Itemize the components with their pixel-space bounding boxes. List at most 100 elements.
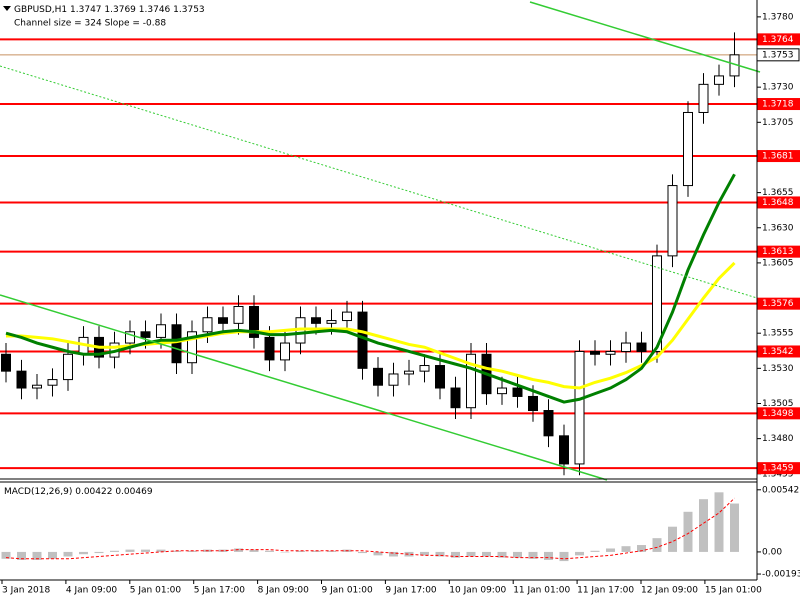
channel-upper [529, 1, 761, 73]
macd-bar [1, 551, 11, 559]
y-tick-label: 1.3505 [762, 399, 794, 409]
candle-body [249, 305, 259, 338]
macd-bar [559, 551, 569, 562]
candle-body [574, 350, 585, 465]
macd-bar [265, 550, 274, 552]
level-label-box [757, 462, 800, 475]
macd-bar [730, 503, 739, 552]
macd-bar [606, 548, 615, 552]
candle-body [388, 373, 399, 386]
macd-bar [156, 549, 166, 552]
level-label-box [757, 98, 800, 111]
candle-body [404, 370, 414, 375]
candle-body [357, 311, 368, 369]
level-label: 1.3681 [762, 152, 794, 162]
macd-bar [63, 551, 73, 557]
candle-body [605, 350, 616, 355]
x-tick-label: 9 Jan 17:00 [385, 586, 437, 596]
macd-bar [79, 551, 88, 555]
x-tick-label: 9 Jan 01:00 [322, 586, 374, 596]
candle-body [512, 387, 523, 397]
macd-bar [497, 551, 507, 558]
level-label-box [757, 33, 800, 46]
level-label-box [757, 150, 800, 163]
y-tick-label: 1.3555 [762, 329, 794, 339]
macd-bar [311, 550, 321, 552]
macd-bar [590, 550, 600, 552]
channel-info: Channel size = 324 Slope = -0.88 [14, 19, 166, 29]
candle-body [450, 387, 461, 409]
macd-bar [32, 551, 42, 560]
level-label-box [757, 196, 800, 209]
candle-body [435, 365, 445, 389]
y-tick-label: 1.3780 [762, 12, 794, 22]
x-tick-label: 5 Jan 17:00 [194, 586, 246, 596]
macd-bar [451, 551, 460, 558]
moving-average [5, 173, 736, 404]
macd-bar [714, 492, 724, 552]
channel-lower [0, 294, 608, 481]
low: 1.3746 [139, 5, 171, 15]
x-tick-label: 10 Jan 09:00 [449, 586, 506, 596]
header: GBPUSD,H1 1.3747 1.3769 1.3746 1.3753 [14, 5, 205, 15]
macd-bar [249, 549, 259, 552]
candle-body [698, 83, 709, 113]
symbol-icon [3, 6, 11, 11]
candle-body [1, 353, 11, 372]
candle-body [280, 342, 290, 361]
level-label-box [757, 297, 800, 310]
y-tick-label: 0.00542 [762, 485, 799, 495]
macd-bar [172, 550, 181, 552]
macd-bar [435, 551, 445, 557]
macd-bar [187, 550, 197, 552]
y-tick-label: 0.00 [762, 547, 782, 557]
x-tick-label: 11 Jan 01:00 [513, 586, 570, 596]
macd-bar [327, 550, 336, 552]
candle-body [264, 336, 275, 361]
candle-body [621, 342, 631, 352]
macd-bar [358, 551, 367, 554]
macd-bar [528, 551, 538, 559]
macd-bar [668, 526, 677, 552]
candle-body [233, 305, 244, 324]
candle-body [683, 111, 693, 187]
open: 1.3747 [70, 5, 102, 15]
candle-body [125, 331, 135, 344]
macd-bar [621, 546, 631, 552]
candle-body [32, 384, 42, 389]
x-tick-label: 15 Jan 01:00 [705, 586, 762, 596]
high: 1.3769 [104, 5, 136, 15]
candle-body [466, 353, 476, 409]
candle-body [140, 331, 151, 338]
macd-signal [5, 497, 735, 560]
y-tick-label: 1.3530 [762, 364, 794, 374]
candle-body [16, 370, 27, 389]
macd-bar [296, 550, 305, 552]
level-label: 1.3613 [762, 247, 794, 257]
candle-body [497, 387, 507, 395]
macd-label: MACD(12,26,9) [4, 487, 72, 497]
y-tick-label: 1.3730 [762, 83, 794, 93]
level-label: 1.3459 [762, 464, 794, 474]
level-label-box [757, 345, 800, 358]
candle-body [156, 324, 166, 338]
level-label: 1.3764 [762, 35, 794, 45]
candle-body [202, 317, 213, 333]
y-tick-label: 1.3605 [762, 258, 794, 268]
x-tick-label: 12 Jan 09:00 [641, 586, 698, 596]
macd-value: 0.00422 [75, 487, 112, 497]
candle-body [667, 185, 678, 257]
y-tick-label: 1.3480 [762, 434, 794, 444]
x-tick-label: 5 Jan 01:00 [130, 586, 182, 596]
candle-body [636, 342, 647, 352]
y-tick-label: 1.3630 [762, 223, 794, 233]
macd-bar [420, 551, 429, 556]
macd-bar [575, 551, 584, 556]
candle-body [559, 435, 569, 465]
plot-area [0, 32, 757, 562]
macd-bar [125, 549, 135, 552]
macd-bar [48, 551, 57, 559]
level-label: 1.3648 [762, 198, 794, 208]
